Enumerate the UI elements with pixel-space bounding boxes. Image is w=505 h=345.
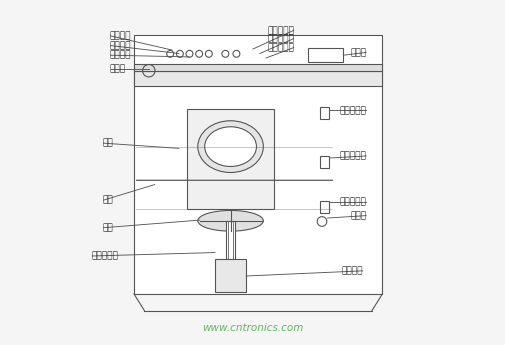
Text: 低水位开关: 低水位开关 — [339, 197, 366, 206]
Text: 中水位按钮: 中水位按钮 — [267, 34, 294, 43]
Bar — [320, 107, 328, 119]
Bar — [134, 34, 382, 294]
Text: 进水口: 进水口 — [110, 65, 126, 73]
Bar — [226, 221, 235, 259]
Bar — [215, 259, 245, 292]
Text: 外桶: 外桶 — [103, 196, 114, 205]
Bar — [320, 201, 328, 213]
Bar — [320, 156, 328, 168]
Text: 排水口: 排水口 — [350, 211, 366, 220]
Ellipse shape — [197, 210, 263, 231]
Text: 高水位开关: 高水位开关 — [339, 106, 366, 115]
Bar — [308, 48, 342, 62]
Text: 高水位按钮: 高水位按钮 — [267, 26, 294, 35]
Ellipse shape — [197, 121, 263, 172]
Bar — [187, 109, 273, 209]
Text: 中水位开关: 中水位开关 — [339, 151, 366, 160]
Text: 启动按钮: 启动按钮 — [110, 51, 131, 60]
Text: 停止按钮: 停止按钮 — [110, 31, 131, 40]
Text: 拨盘: 拨盘 — [103, 223, 114, 232]
Ellipse shape — [205, 127, 256, 167]
Text: www.cntronics.com: www.cntronics.com — [202, 324, 303, 333]
Text: 电磁离合器: 电磁离合器 — [91, 252, 118, 260]
Text: 低水位按钮: 低水位按钮 — [267, 43, 294, 52]
Text: 内桶: 内桶 — [103, 139, 114, 148]
Text: 排水按钮: 排水按钮 — [110, 41, 131, 50]
Bar — [134, 71, 382, 86]
Text: 显示器: 显示器 — [350, 48, 366, 57]
Bar — [134, 64, 382, 71]
Text: 洗涤电机: 洗涤电机 — [341, 266, 363, 275]
